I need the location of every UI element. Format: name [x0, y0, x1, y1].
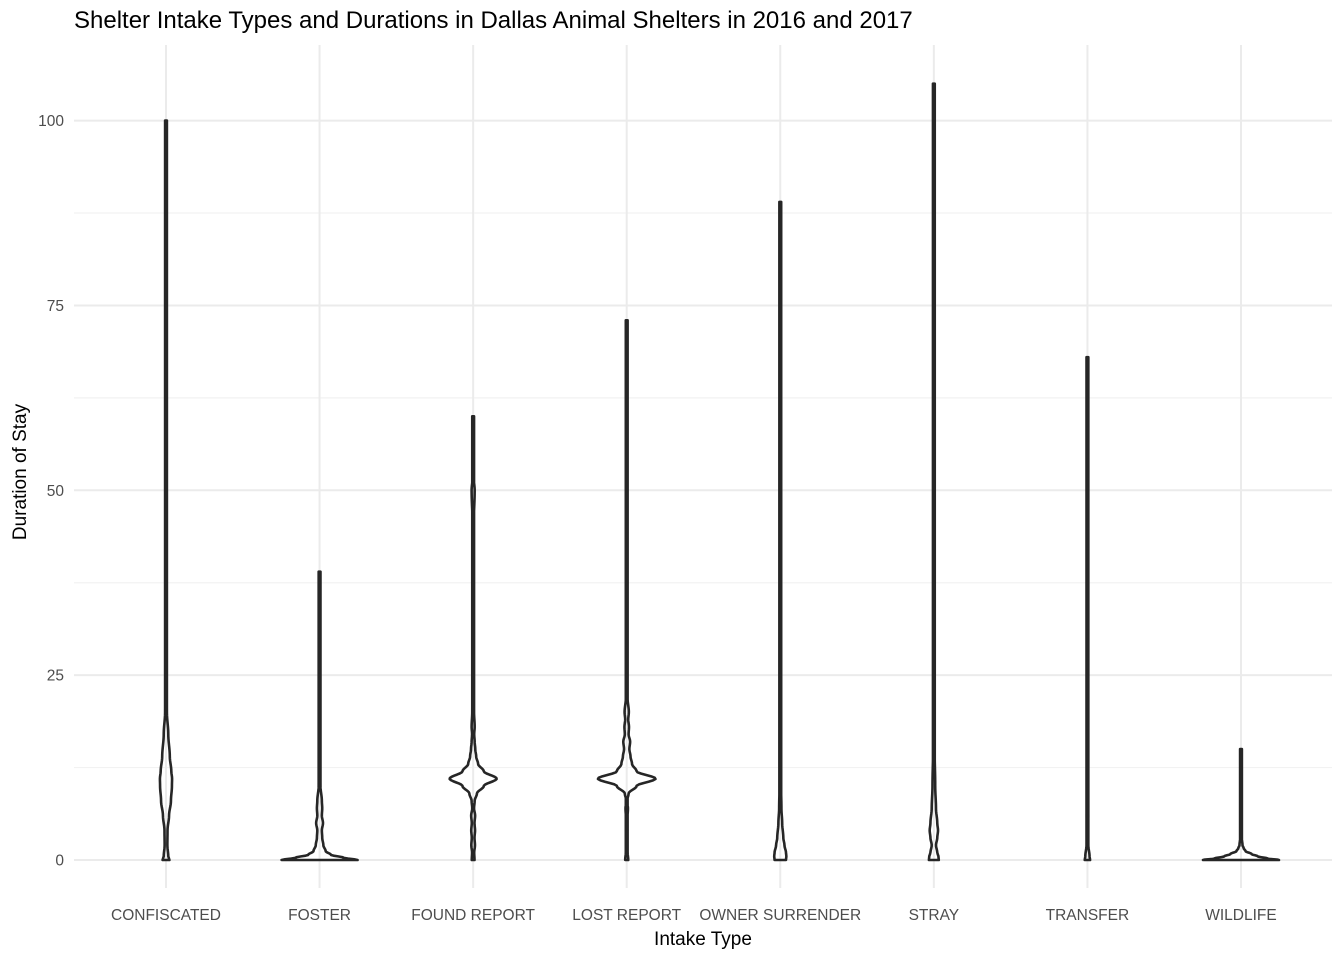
y-axis-tick-labels: 0 25 50 75 100 [38, 113, 64, 869]
x-tick-label: TRANSFER [1046, 907, 1130, 924]
violin-stray [927, 82, 941, 862]
violin-foster [280, 570, 359, 862]
grid-lines [74, 45, 1332, 888]
x-tick-label: CONFISCATED [111, 907, 221, 924]
x-tick-label: WILDLIFE [1205, 907, 1276, 924]
violin-owner-surrender [772, 200, 788, 862]
x-axis-tick-labels: CONFISCATED FOSTER FOUND REPORT LOST REPORT… [111, 907, 1277, 924]
y-tick-label: 0 [55, 853, 64, 870]
y-tick-label: 75 [47, 298, 64, 315]
x-tick-label: FOSTER [288, 907, 351, 924]
y-tick-label: 25 [47, 668, 64, 685]
chart-title: Shelter Intake Types and Durations in Da… [74, 7, 913, 34]
violin-layer [158, 82, 1281, 862]
violin-confiscated [158, 119, 174, 862]
x-tick-label: LOST REPORT [572, 907, 681, 924]
x-axis-title: Intake Type [654, 929, 752, 950]
y-axis-title: Duration of Stay [10, 403, 31, 540]
x-tick-label: FOUND REPORT [411, 907, 535, 924]
violin-found-report [448, 415, 498, 862]
x-tick-label: STRAY [909, 907, 960, 924]
violin-wildlife [1201, 747, 1281, 862]
violin-lost-report [596, 318, 657, 862]
y-tick-label: 100 [38, 113, 64, 130]
x-tick-label: OWNER SURRENDER [699, 907, 861, 924]
y-tick-label: 50 [47, 483, 65, 500]
violin-transfer [1083, 355, 1092, 862]
